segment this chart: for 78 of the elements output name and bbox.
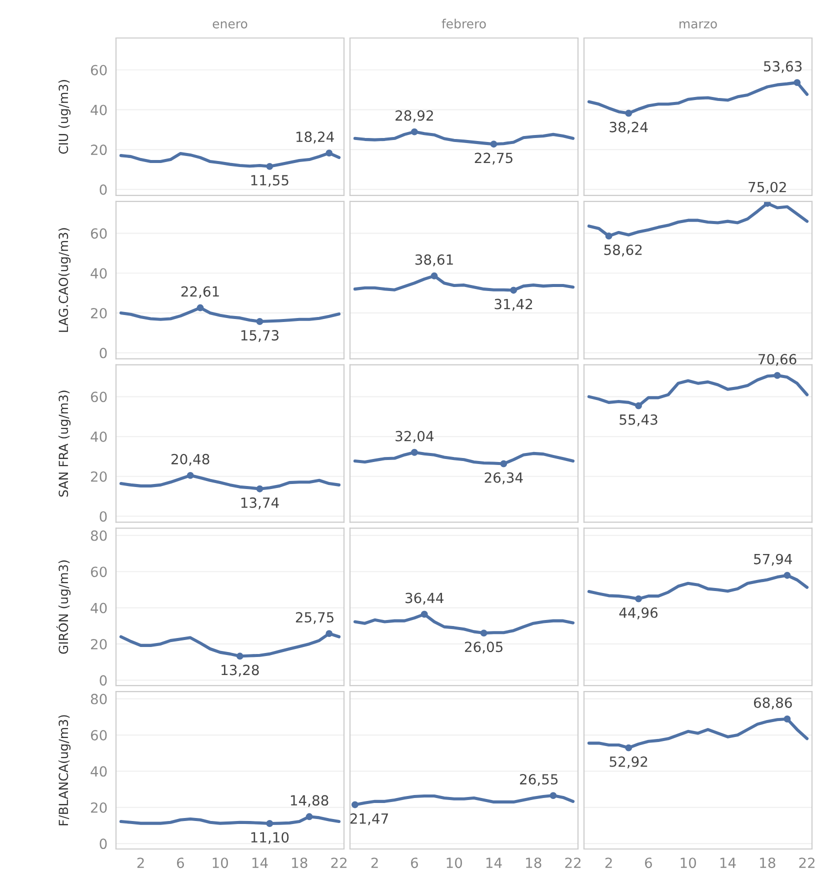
annotation: 26,34: [484, 472, 523, 484]
y-tick-label: 0: [100, 838, 107, 850]
y-tick-label: 40: [90, 602, 107, 614]
annotation: 22,61: [181, 286, 219, 298]
annotation: 11,55: [251, 175, 288, 187]
y-tick-label: 0: [100, 348, 107, 358]
y-tick-label: 20: [91, 638, 107, 650]
annotation: 70,66: [758, 354, 796, 366]
x-tick-label: 10: [680, 858, 696, 868]
x-tick-label: 10: [446, 858, 462, 868]
x-tick-label: 2: [371, 858, 378, 868]
y-tick-label: 60: [90, 64, 107, 76]
annotation: 38,61: [415, 254, 453, 266]
y-tick-label: 60: [90, 566, 107, 578]
y-tick-label: 20: [91, 471, 107, 482]
y-axis-title: GIRÓN (ug/m3): [56, 560, 71, 654]
x-tick-label: 22: [565, 858, 580, 868]
annotation: 13,28: [222, 664, 259, 677]
annotation: 55,43: [620, 414, 658, 426]
annotation: 75,02: [748, 182, 786, 194]
annotation: 53,63: [764, 61, 802, 73]
x-tick-label: 10: [212, 858, 228, 868]
x-tick-label: 14: [720, 858, 736, 868]
annotation: 20,48: [171, 454, 210, 466]
annotation: 15,73: [241, 330, 279, 342]
y-tick-label: 80: [90, 530, 107, 541]
x-tick-label: 18: [292, 858, 308, 868]
y-tick-label: 40: [90, 104, 107, 116]
annotation: 26,55: [520, 774, 558, 786]
y-tick-label: 60: [90, 392, 107, 402]
annotation: 14,88: [290, 795, 328, 808]
annotation: 18,24: [296, 132, 334, 144]
x-tick-label: 18: [760, 858, 776, 868]
y-tick-label: 0: [100, 511, 107, 522]
y-axis-title: LAG.CAO(ug/m3): [58, 228, 71, 332]
annotation: 52,92: [610, 756, 648, 768]
x-tick-label: 2: [605, 858, 612, 868]
annotation: 21,47: [350, 813, 388, 826]
annotation: 44,96: [619, 607, 658, 620]
y-tick-label: 60: [90, 730, 107, 740]
x-tick-label: 22: [331, 858, 346, 868]
y-tick-label: 80: [90, 694, 107, 704]
annotation: 68,86: [754, 697, 792, 710]
annotation: 28,92: [396, 110, 433, 122]
x-tick-label: 6: [410, 858, 418, 868]
annotation: 58,62: [604, 244, 642, 257]
chart-title: enero: [212, 21, 248, 28]
annotation: 31,42: [494, 298, 532, 311]
y-axis-title: CIU (ug/m3): [58, 80, 71, 154]
annotation: 22,75: [474, 152, 512, 165]
y-tick-label: 0: [100, 675, 107, 686]
annotation: 26,05: [464, 642, 502, 654]
y-tick-label: 20: [91, 144, 107, 156]
x-tick-label: 14: [252, 858, 268, 868]
x-tick-label: 18: [526, 858, 542, 868]
x-tick-label: 6: [176, 858, 184, 868]
annotation: 57,94: [754, 554, 792, 566]
x-tick-label: 22: [799, 858, 814, 868]
y-tick-label: 0: [100, 184, 107, 195]
annotation: 11,10: [251, 832, 289, 844]
y-tick-label: 20: [91, 802, 107, 813]
x-tick-label: 6: [644, 858, 652, 868]
annotation: 32,04: [396, 430, 434, 443]
y-tick-label: 40: [90, 431, 107, 442]
annotation: 13,74: [241, 497, 279, 510]
chart-title: febrero: [442, 18, 486, 28]
annotation: 36,44: [406, 592, 444, 605]
x-tick-label: 14: [486, 858, 502, 868]
annotation: 38,24: [610, 122, 648, 134]
chart-title: marzo: [680, 21, 717, 28]
x-tick-label: 2: [137, 858, 144, 868]
y-tick-label: 60: [90, 228, 107, 239]
y-axis-title: SAN FRA (ug/m3): [58, 390, 71, 497]
y-tick-label: 20: [91, 308, 107, 318]
y-axis-title: F/BLANCA(ug/m3): [58, 715, 71, 826]
y-tick-label: 40: [90, 268, 107, 279]
y-tick-label: 40: [90, 766, 107, 777]
annotation: 25,75: [296, 612, 334, 624]
